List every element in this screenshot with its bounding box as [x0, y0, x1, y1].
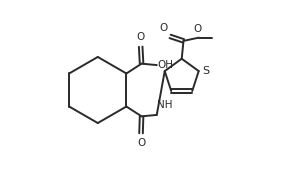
Text: NH: NH [157, 100, 173, 111]
Text: O: O [160, 23, 168, 33]
Text: O: O [194, 24, 202, 34]
Text: O: O [137, 138, 145, 148]
Text: O: O [137, 32, 145, 42]
Text: OH: OH [158, 60, 174, 70]
Text: S: S [202, 66, 209, 76]
